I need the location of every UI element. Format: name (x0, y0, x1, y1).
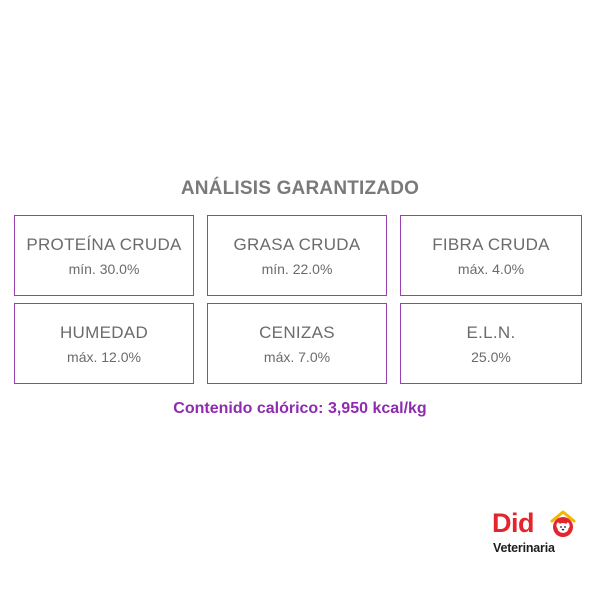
analysis-label: E.L.N. (466, 322, 516, 342)
analysis-label: HUMEDAD (59, 322, 149, 342)
analysis-value: máx. 12.0% (67, 348, 141, 365)
analysis-value: máx. 7.0% (263, 348, 331, 365)
brand-logo: Did Veterinaria (492, 508, 582, 568)
analysis-grid: PROTEÍNA CRUDA mín. 30.0% GRASA CRUDA mí… (14, 215, 586, 384)
logo-subtitle: Veterinaria (493, 541, 555, 555)
logo-wordmark: Did (492, 508, 535, 538)
analysis-value: mín. 30.0% (68, 260, 140, 277)
analysis-cell-moisture: HUMEDAD máx. 12.0% (14, 303, 194, 384)
analysis-label: PROTEÍNA CRUDA (26, 234, 182, 254)
analysis-value: máx. 4.0% (457, 260, 525, 277)
analysis-label: FIBRA CRUDA (432, 234, 550, 254)
analysis-value: mín. 22.0% (261, 260, 333, 277)
analysis-cell-fiber: FIBRA CRUDA máx. 4.0% (400, 215, 582, 296)
analysis-cell-protein: PROTEÍNA CRUDA mín. 30.0% (14, 215, 194, 296)
dog-house-icon (550, 510, 576, 537)
analysis-cell-eln: E.L.N. 25.0% (400, 303, 582, 384)
calorie-content: Contenido calórico: 3,950 kcal/kg (173, 400, 427, 417)
analysis-cell-fat: GRASA CRUDA mín. 22.0% (207, 215, 387, 296)
analysis-label: CENIZAS (259, 322, 335, 342)
analysis-label: GRASA CRUDA (233, 234, 361, 254)
analysis-cell-ash: CENIZAS máx. 7.0% (207, 303, 387, 384)
section-title: ANÁLISIS GARANTIZADO (180, 178, 420, 199)
analysis-value: 25.0% (471, 348, 511, 365)
